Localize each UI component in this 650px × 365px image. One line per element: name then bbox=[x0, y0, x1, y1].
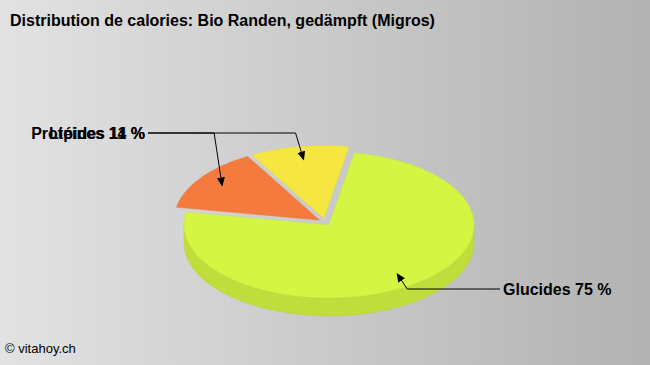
slice-label: Lipides 11 % bbox=[49, 125, 145, 142]
title: Distribution de calories: Bio Randen, ge… bbox=[10, 12, 435, 29]
data-labels: Glucides 75 % Protéines 14 %Lipides 11 % bbox=[31, 125, 611, 298]
chart: Distribution de calories: Bio Randen, ge… bbox=[0, 0, 650, 365]
slice-label: Glucides 75 % bbox=[503, 281, 612, 298]
leader-line bbox=[148, 133, 304, 160]
value-label: 14 % bbox=[109, 125, 145, 142]
category-label: Protéines bbox=[31, 125, 104, 142]
slice-label: Protéines 14 % bbox=[31, 125, 145, 142]
leader-line bbox=[148, 133, 222, 186]
category-label: Lipides bbox=[49, 125, 105, 142]
value-label: 75 % bbox=[575, 281, 611, 298]
category-label: Glucides bbox=[503, 281, 571, 298]
value-label: 11 % bbox=[109, 125, 145, 142]
source: © vitahoy.ch bbox=[5, 341, 76, 356]
slice bbox=[252, 146, 349, 219]
background bbox=[0, 0, 650, 365]
leader-line bbox=[397, 274, 500, 289]
slices bbox=[176, 146, 474, 298]
